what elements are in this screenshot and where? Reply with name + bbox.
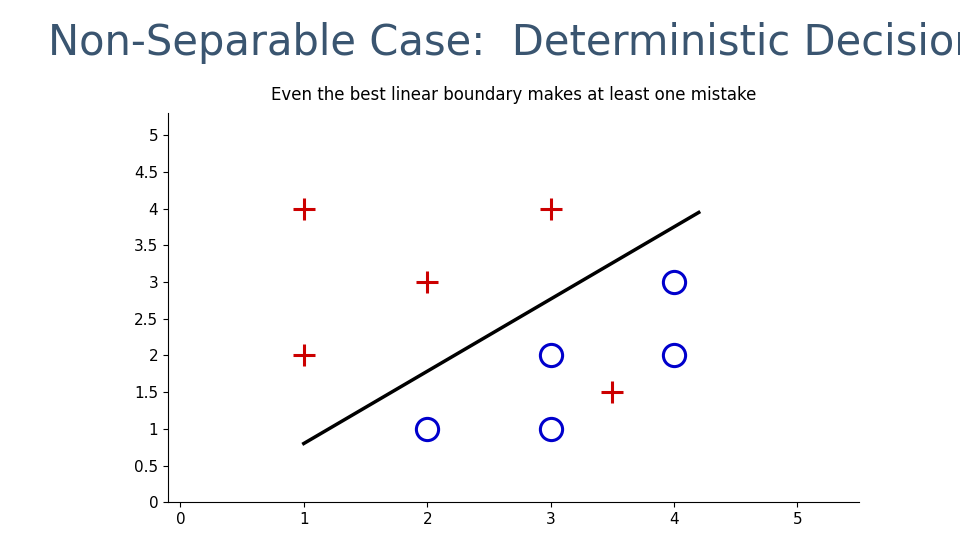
Title: Even the best linear boundary makes at least one mistake: Even the best linear boundary makes at l… — [271, 85, 756, 104]
Text: Non-Separable Case:  Deterministic Decision: Non-Separable Case: Deterministic Decisi… — [48, 22, 960, 64]
